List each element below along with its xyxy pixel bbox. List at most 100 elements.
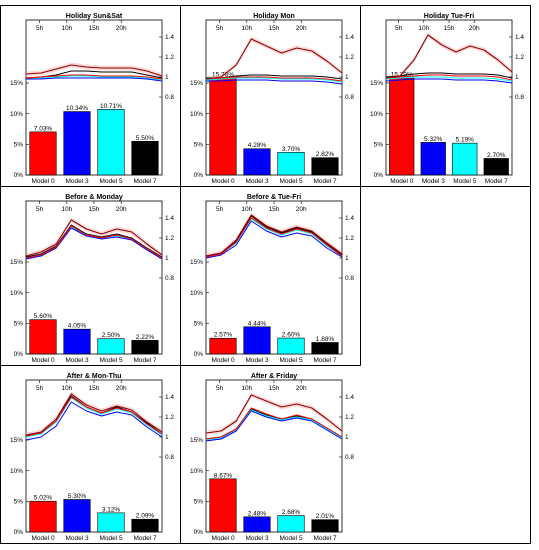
y-tick-label: 0% [14,351,24,358]
bar-model-3 [420,142,446,176]
bar-value-label: 2.48% [248,510,267,517]
bar-value-label: 2.09% [136,513,155,520]
right-y-tick-label: 1.4 [515,34,524,41]
y-tick-label: 10% [10,290,23,297]
x-category-label: Model 0 [31,535,55,542]
line-model-0 [205,76,343,82]
bar-model-7 [131,518,159,533]
bar-model-0 [29,131,57,176]
right-y-tick-label: 1.2 [165,414,174,421]
x-category-label: Model 3 [65,535,89,542]
y-tick-label: 15% [10,80,23,87]
right-y-tick-label: 0.8 [345,275,354,282]
line-model-3 [205,410,343,442]
x-category-label: Model 3 [65,178,89,185]
line-model-3 [385,78,513,84]
x-category-label: Model 0 [211,357,235,364]
x-category-label: Model 3 [245,535,269,542]
y-tick-label: 0% [374,172,384,179]
bar-value-label: 2.22% [136,334,155,341]
right-y-tick-label: 1.2 [165,54,174,61]
bar-model-7 [131,340,159,355]
actual-load-band [26,391,162,438]
right-y-tick-label: 1.4 [165,394,174,401]
bar-model-3 [243,326,271,355]
chart-panel-3: Holiday Tue-Fri 0% 5% 10% 15% 15.79% Model 0 5.… [370,13,524,185]
right-y-tick-label: 0.8 [345,454,354,461]
y-tick-label: 0% [14,529,24,536]
line-model-5 [25,75,163,81]
x-category-label: Model 7 [133,178,157,185]
bar-model-7 [483,158,509,176]
x-category-label: Model 5 [279,535,303,542]
bar-model-0 [209,478,237,533]
line-model-3 [25,401,163,441]
y-tick-label: 5% [14,142,24,149]
actual-load-band [26,62,162,79]
right-y-tick-label: 0.8 [165,94,174,101]
y-tick-label: 10% [10,468,23,475]
right-y-tick-label: 1.2 [345,235,354,242]
line-actual-load [205,214,343,257]
y-tick-label: 10% [370,111,383,118]
chart-panel-4: Before & Monday 0% 5% 10% 15% 5.60% Model 0 4.0… [10,194,174,364]
line-model-0 [25,74,163,80]
right-y-tick-label: 0.8 [515,94,524,101]
x-category-label: Model 0 [31,357,55,364]
chart-panel-5: Before & Tue-Fri 0% 5% 10% 15% 2.57% Model 0 4.… [190,194,354,364]
y-tick-label: 15% [10,259,23,266]
bar-model-5 [97,512,125,533]
right-y-tick-label: 1.4 [345,34,354,41]
x-category-label: Model 7 [133,357,157,364]
bar-value-label: 5.02% [34,495,53,502]
line-actual-load [25,64,163,77]
x-hour-label: 5h [36,206,44,213]
line-actual-load [385,34,513,79]
x-category-label: Model 7 [313,357,337,364]
x-hour-label: 5h [216,25,224,32]
bar-model-0 [209,337,237,355]
x-hour-label: 20h [296,385,307,392]
bar-value-label: 2.57% [214,332,233,339]
x-category-label: Model 5 [99,535,123,542]
y-tick-label: 0% [194,351,204,358]
bar-value-label: 5.50% [136,135,155,142]
x-hour-label: 15h [444,25,455,32]
right-y-tick-label: 0.8 [165,275,174,282]
bar-model-7 [311,157,339,176]
x-category-label: Model 0 [211,178,235,185]
x-hour-label: 5h [36,385,44,392]
bar-value-label: 5.19% [456,137,475,144]
x-hour-label: 10h [241,25,252,32]
x-hour-label: 10h [418,25,429,32]
y-tick-label: 5% [194,142,204,149]
line-model-7 [385,72,513,79]
x-category-label: Model 7 [313,178,337,185]
bar-value-label: 4.28% [248,142,267,149]
line-model-0 [385,74,513,81]
bar-value-label: 4.05% [68,323,87,330]
x-category-label: Model 5 [99,357,123,364]
line-model-5 [205,77,343,83]
line-model-0 [205,407,343,440]
y-tick-label: 5% [374,142,384,149]
bar-value-label: 5.60% [34,313,53,320]
right-y-tick-label: 1.4 [165,215,174,222]
bar-model-5 [452,142,478,176]
line-actual-load [205,394,343,434]
bar-value-label: 3.70% [282,146,301,153]
right-y-tick-label: 1.4 [165,34,174,41]
line-model-3 [205,220,343,259]
x-hour-label: 5h [395,25,403,32]
bar-value-label: 10.34% [66,105,88,112]
chart-title: Before & Monday [65,194,123,201]
bar-model-7 [311,519,339,533]
line-model-7 [25,224,163,258]
x-hour-label: 10h [61,206,72,213]
line-model-5 [25,397,163,438]
bar-model-3 [243,516,271,533]
y-tick-label: 10% [190,290,203,297]
y-tick-label: 15% [10,437,23,444]
y-tick-label: 5% [14,499,24,506]
chart-title: After & Mon-Thu [67,373,122,380]
